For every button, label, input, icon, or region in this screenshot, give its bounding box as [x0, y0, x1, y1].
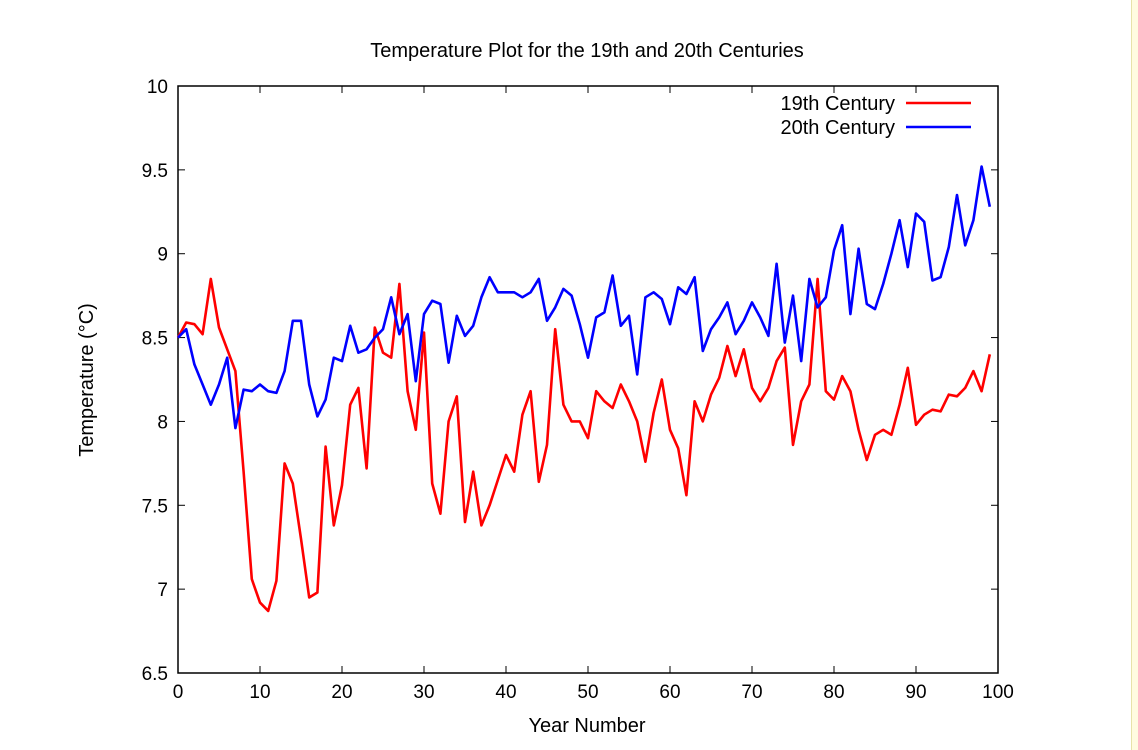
y-tick-label: 6.5 [142, 664, 168, 685]
x-axis-label: Year Number [528, 715, 645, 737]
y-tick-label: 9.5 [142, 161, 168, 182]
x-tick-label: 50 [577, 682, 598, 703]
x-tick-label: 0 [173, 682, 184, 703]
y-axis-label: Temperature (°C) [76, 303, 98, 457]
x-tick-label: 20 [331, 682, 352, 703]
y-axis: 6.5 7 7.5 8 8.5 9 9.5 10 [142, 77, 998, 685]
legend-label: 20th Century [780, 117, 895, 139]
x-tick-label: 100 [982, 682, 1014, 703]
legend-label: 19th Century [780, 93, 895, 115]
y-tick-label: 8.5 [142, 329, 168, 350]
y-tick-label: 7.5 [142, 496, 168, 517]
x-tick-label: 40 [495, 682, 516, 703]
x-axis: 0 10 20 30 40 50 60 70 80 90 100 [173, 86, 1014, 703]
x-tick-label: 80 [823, 682, 844, 703]
x-tick-label: 60 [659, 682, 680, 703]
plot-frame [177, 85, 999, 674]
x-tick-label: 10 [249, 682, 270, 703]
chart-title: Temperature Plot for the 19th and 20th C… [370, 40, 804, 62]
x-tick-label: 70 [741, 682, 762, 703]
page-edge-strip [1131, 0, 1138, 750]
y-tick-label: 7 [157, 580, 168, 601]
y-tick-label: 8 [157, 412, 168, 433]
y-tick-label: 9 [157, 245, 168, 266]
series-layer [176, 165, 992, 613]
y-tick-label: 10 [147, 77, 168, 98]
series-line-20th-century [177, 165, 992, 430]
x-tick-label: 90 [905, 682, 926, 703]
series-line-19th-century [176, 277, 992, 613]
x-tick-label: 30 [413, 682, 434, 703]
